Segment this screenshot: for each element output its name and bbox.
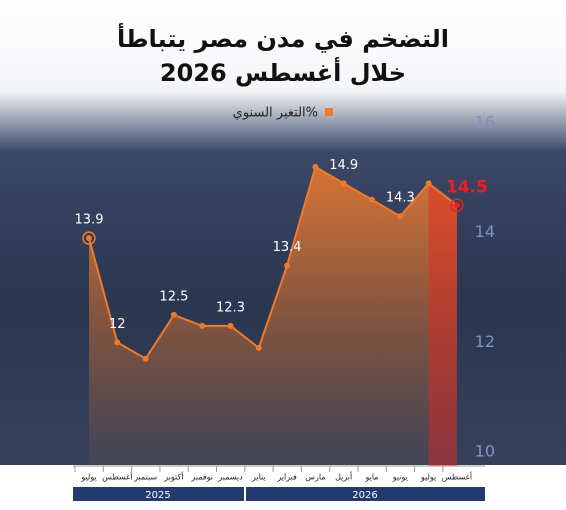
x-tick-label: نوفمبر <box>190 473 213 482</box>
value-label: 14.9 <box>329 158 358 173</box>
point-ring <box>82 231 96 245</box>
point <box>199 322 206 329</box>
year-label: 2026 <box>352 490 377 501</box>
value-label: 12 <box>109 317 126 332</box>
point <box>114 339 121 346</box>
area <box>89 166 457 466</box>
value-label: 13.4 <box>273 240 302 255</box>
x-tick-label: سبتمبر <box>133 473 157 482</box>
value-label: 14.5 <box>446 177 488 197</box>
chart-title: التضخم في مدن مصر يتباطأ <box>117 23 449 53</box>
year-label: 2025 <box>145 490 170 501</box>
year-bar <box>73 487 244 501</box>
y-tick-label: 10 <box>475 442 495 461</box>
y-tick-label: 16 <box>475 113 495 132</box>
point <box>284 262 291 269</box>
legend-label: التغير السنوي% <box>233 106 318 121</box>
x-tick-label: أكتوبر <box>163 472 183 482</box>
y-tick-label: 14 <box>475 222 495 241</box>
x-tick-label: يونيو <box>392 473 408 482</box>
x-tick-label: يناير <box>251 473 266 482</box>
point <box>255 344 262 351</box>
point <box>453 202 460 209</box>
point-ring <box>450 198 464 212</box>
x-tick-label: أغسطس <box>442 472 472 482</box>
year-bar <box>246 487 485 501</box>
x-tick-label: ديسمبر <box>217 473 243 482</box>
value-label: 12.5 <box>159 289 188 304</box>
area-highlight <box>428 183 457 467</box>
point <box>340 180 347 187</box>
chart-subtitle: خلال أغسطس 2026 <box>160 57 406 87</box>
x-tick-label: مايو <box>364 473 378 482</box>
x-tick-label: يوليو <box>80 473 96 482</box>
x-tick-label: فبراير <box>276 473 297 482</box>
value-label: 13.9 <box>75 213 104 228</box>
x-tick-label: مارس <box>305 473 325 482</box>
point <box>227 322 234 329</box>
value-label: 12.3 <box>216 300 245 315</box>
point <box>312 163 319 170</box>
point <box>425 180 432 187</box>
line <box>88 165 458 361</box>
point <box>397 213 404 220</box>
x-tick-label: أغسطس <box>102 472 132 482</box>
x-tick-label: يوليو <box>420 473 436 482</box>
point <box>142 355 149 362</box>
point <box>170 311 177 318</box>
y-tick-label: 12 <box>475 332 495 351</box>
x-tick-label: أبريل <box>335 472 352 482</box>
point <box>86 235 92 242</box>
legend-swatch <box>325 108 333 116</box>
value-label: 14.3 <box>386 191 415 206</box>
point <box>369 196 375 203</box>
